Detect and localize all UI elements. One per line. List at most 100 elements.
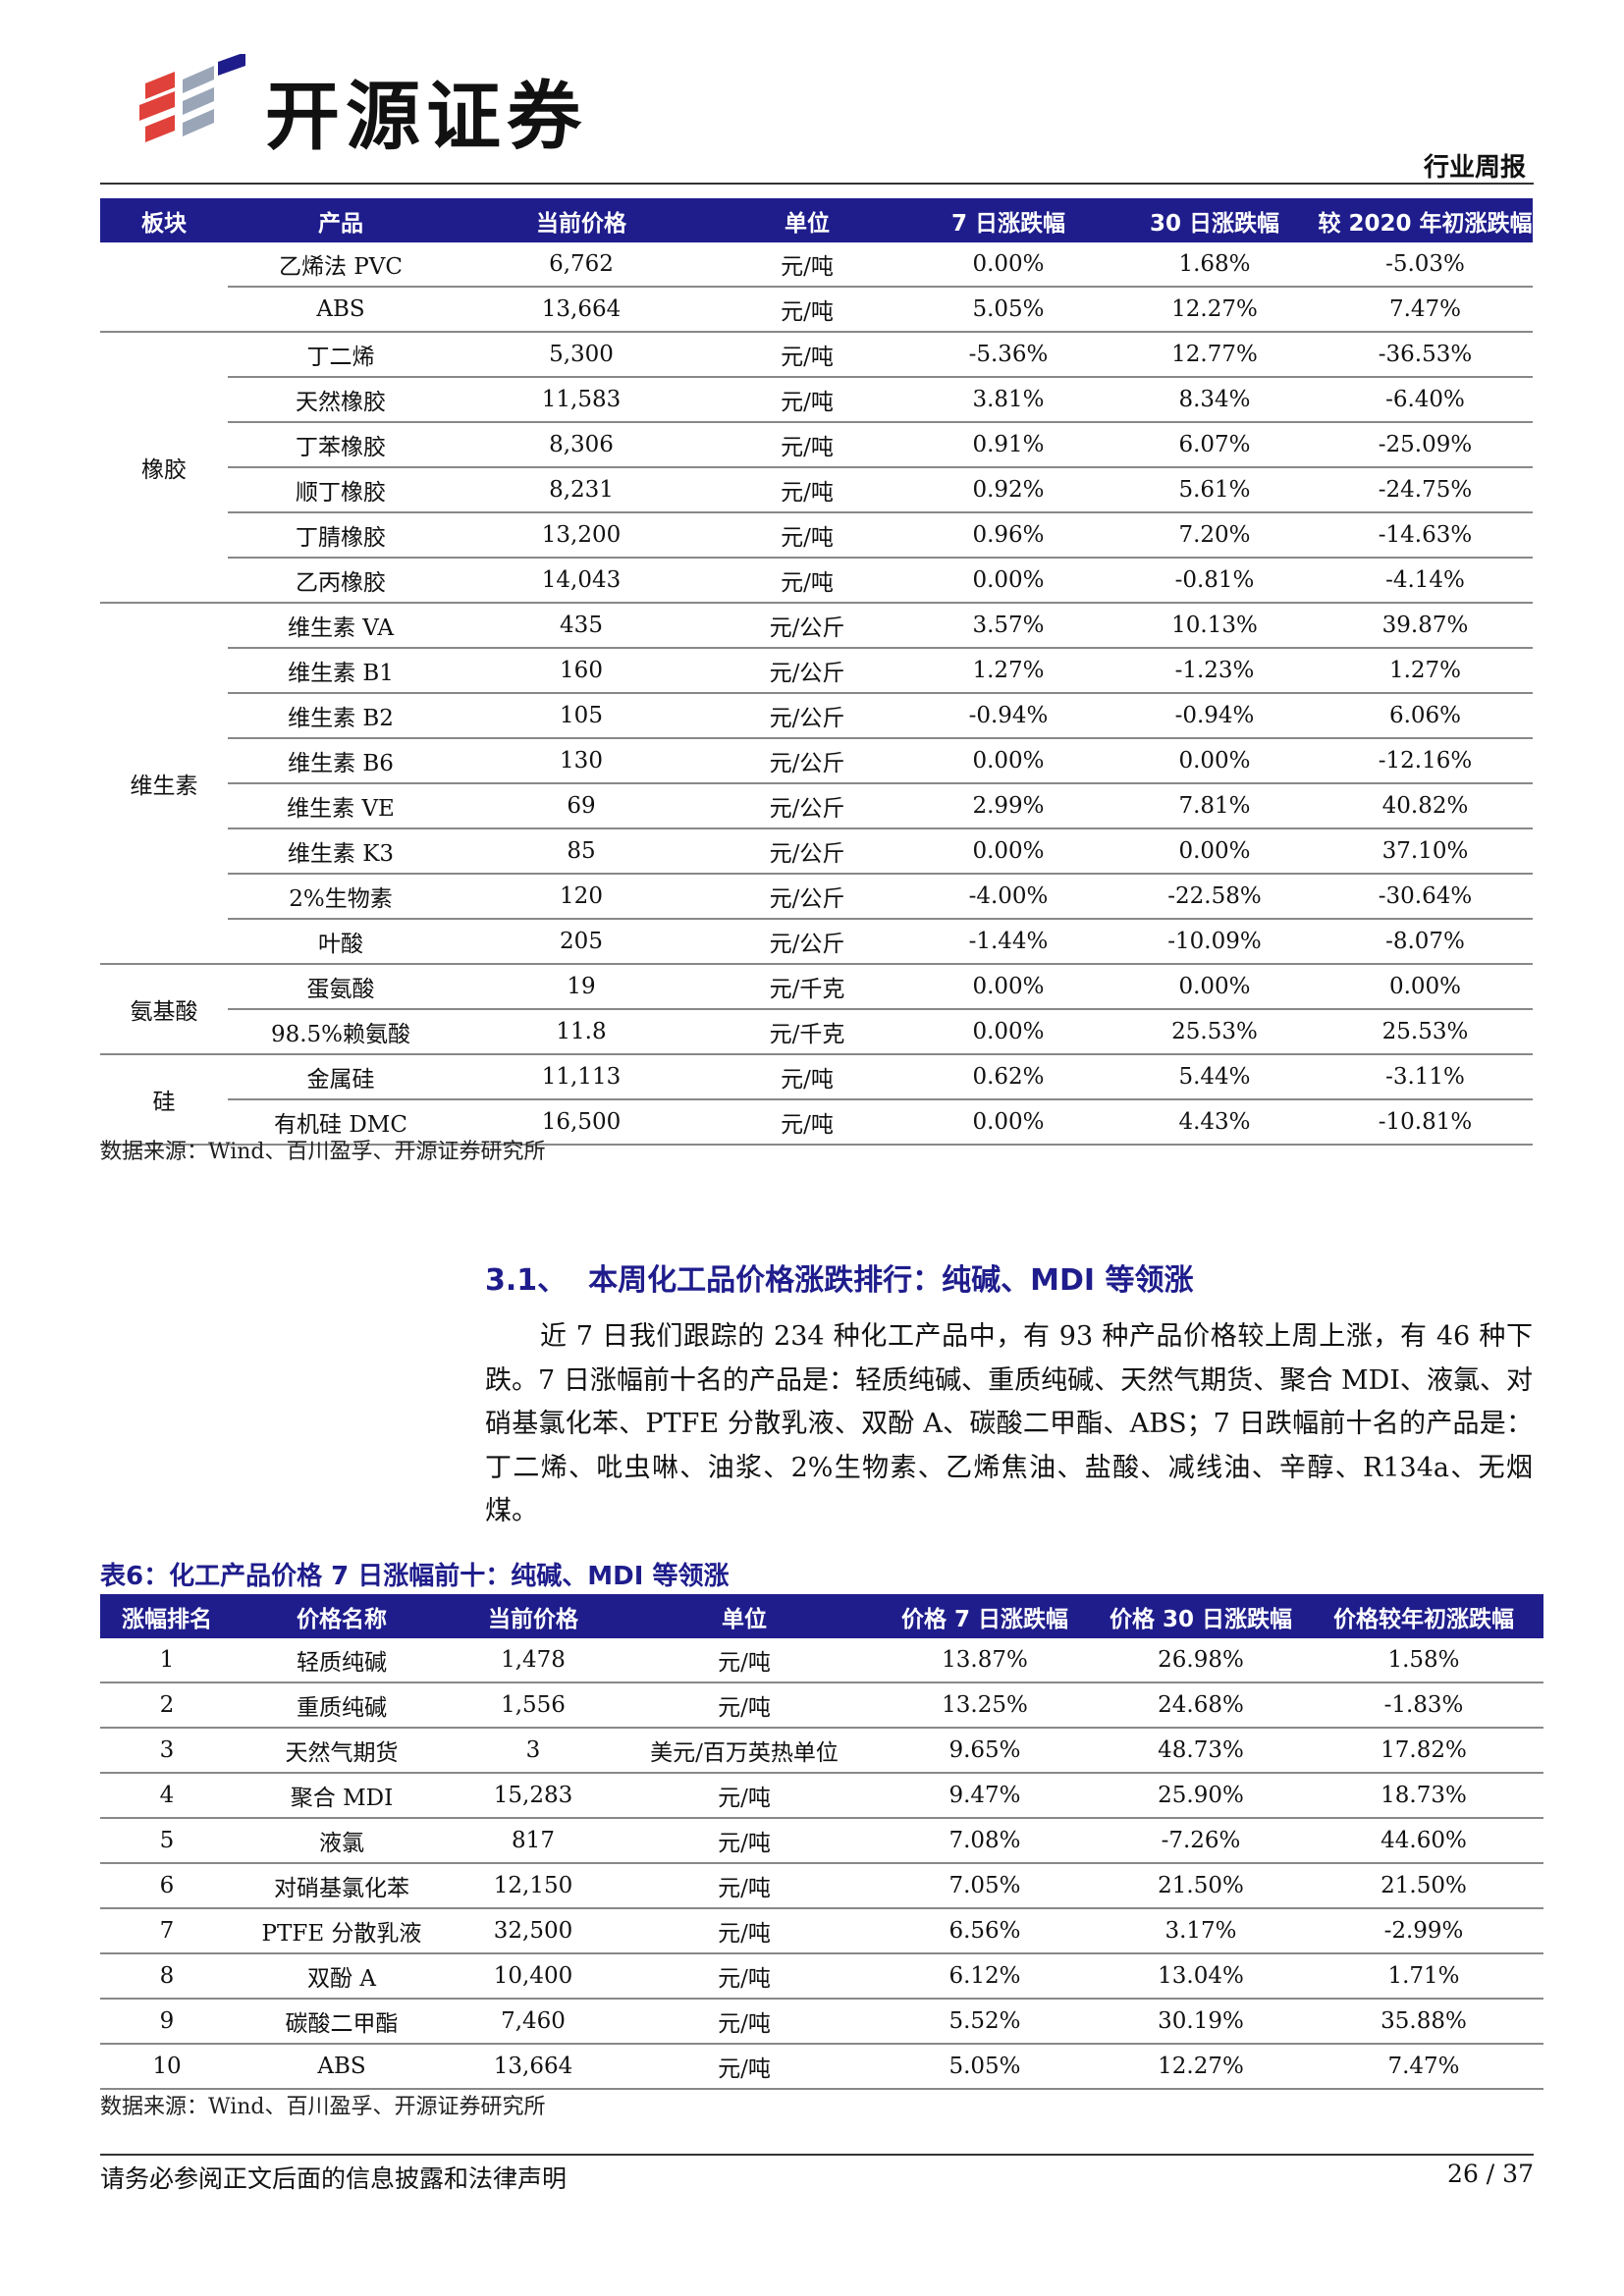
table-row: 9 碳酸二甲酯 7,460 元/吨 5.52% 30.19% 35.88% (100, 1999, 1543, 2045)
table-cell: 维生素 VA (228, 603, 454, 649)
table-cell: 元/吨 (617, 1773, 872, 1819)
table-cell: 顺丁橡胶 (228, 467, 454, 513)
col-header: 7 日涨跌幅 (905, 198, 1111, 242)
table-cell: 4.43% (1111, 1099, 1318, 1146)
table-cell: 0.00% (905, 964, 1111, 1010)
table-cell: 4 (100, 1773, 234, 1819)
table-cell: 0.00% (905, 1099, 1111, 1146)
table-cell: 元/吨 (617, 1638, 872, 1683)
table-cell: -36.53% (1318, 332, 1533, 378)
logo-mark-icon (139, 54, 245, 142)
table-cell: 8,231 (454, 467, 709, 513)
table-cell: 2 (100, 1682, 234, 1729)
table-cell: -3.11% (1318, 1054, 1533, 1100)
table-cell: 14,043 (454, 558, 709, 604)
table-cell: 26.98% (1098, 1638, 1304, 1683)
table-cell: -5.36% (905, 332, 1111, 378)
table-cell: 435 (454, 603, 709, 649)
table-cell: 碳酸二甲酯 (234, 1999, 450, 2045)
table-cell: 12.27% (1098, 2044, 1304, 2090)
category-cell: 橡胶 (100, 332, 228, 604)
table-cell: 3.81% (905, 377, 1111, 423)
table-cell: -30.64% (1318, 874, 1533, 920)
table-cell: 5.05% (872, 2044, 1098, 2090)
table-cell: 69 (454, 783, 709, 829)
table-cell: 3 (450, 1728, 617, 1774)
table-header-row: 涨幅排名 价格名称 当前价格 单位 价格 7 日涨跌幅 价格 30 日涨跌幅 价… (100, 1594, 1543, 1638)
table-cell: 12,150 (450, 1863, 617, 1909)
table-cell: 13.25% (872, 1682, 1098, 1729)
header-divider (100, 183, 1534, 185)
col-header: 价格较年初涨跌幅 (1304, 1594, 1543, 1638)
table-cell: 35.88% (1304, 1999, 1543, 2045)
table-cell: 丁苯橡胶 (228, 422, 454, 468)
col-header: 当前价格 (454, 198, 709, 242)
table-cell: 11.8 (454, 1009, 709, 1055)
table-row: 氨基酸 蛋氨酸 19 元/千克 0.00% 0.00% 0.00% (100, 964, 1533, 1055)
table-row: 1 轻质纯碱 1,478 元/吨 13.87% 26.98% 1.58% (100, 1638, 1543, 1683)
table-cell: 120 (454, 874, 709, 920)
table-cell: 元/吨 (709, 512, 905, 559)
table-row: 维生素 B1 160 元/公斤 1.27% -1.23% 1.27% (100, 648, 1533, 694)
table-cell: ABS (228, 287, 454, 333)
table-cell: 元/吨 (709, 467, 905, 513)
section-title-text: 本周化工品价格涨跌排行：纯碱、MDI 等领涨 (588, 1263, 1194, 1298)
table-cell: 维生素 K3 (228, 828, 454, 875)
table-cell: 39.87% (1318, 603, 1533, 649)
price-table: 板块 产品 当前价格 单位 7 日涨跌幅 30 日涨跌幅 较 2020 年初涨跌… (100, 198, 1533, 1146)
table-cell: 元/公斤 (709, 693, 905, 739)
table-cell: 6.12% (872, 1953, 1098, 2000)
table-row: 维生素 B6 130 元/公斤 0.00% 0.00% -12.16% (100, 738, 1533, 784)
table-cell: -0.94% (1111, 693, 1318, 739)
table-cell: 天然橡胶 (228, 377, 454, 423)
table-cell: 5.52% (872, 1999, 1098, 2045)
table-cell: 0.00% (905, 828, 1111, 875)
table-cell: 元/公斤 (709, 648, 905, 694)
table-cell: 元/吨 (617, 1953, 872, 2000)
table-cell: ABS (234, 2044, 450, 2090)
table1-source: 数据来源：Wind、百川盈孚、开源证券研究所 (100, 1140, 546, 1164)
table-cell: 0.62% (905, 1054, 1111, 1100)
col-header: 板块 (100, 198, 228, 242)
table-cell: 21.50% (1304, 1863, 1543, 1909)
table-cell: -10.81% (1318, 1099, 1533, 1146)
table-cell: 0.96% (905, 512, 1111, 559)
col-header: 较 2020 年初涨跌幅 (1318, 198, 1533, 242)
table-cell: 5.05% (905, 287, 1111, 333)
table-cell: 25.53% (1111, 1009, 1318, 1055)
brand-name: 开源证券 (265, 73, 587, 160)
table-cell: 13,664 (454, 287, 709, 333)
table-row: 乙丙橡胶 14,043 元/吨 0.00% -0.81% -4.14% (100, 558, 1533, 604)
category-cell (100, 242, 228, 333)
table-cell: 7 (100, 1908, 234, 1954)
table-cell: 13.87% (872, 1638, 1098, 1683)
table-cell: 元/公斤 (709, 603, 905, 649)
table-row: ABS 13,664 元/吨 5.05% 12.27% 7.47% (100, 287, 1533, 333)
table-cell: 6 (100, 1863, 234, 1909)
table-cell: -14.63% (1318, 512, 1533, 559)
table-cell: 11,113 (454, 1054, 709, 1100)
table-cell: 17.82% (1304, 1728, 1543, 1774)
col-header: 30 日涨跌幅 (1111, 198, 1318, 242)
table-cell: 817 (450, 1818, 617, 1864)
table-cell: 金属硅 (228, 1054, 454, 1100)
table-cell: 乙丙橡胶 (228, 558, 454, 604)
table-cell: 48.73% (1098, 1728, 1304, 1774)
table-cell: 205 (454, 919, 709, 965)
table-cell: 元/吨 (709, 332, 905, 378)
table-cell: -12.16% (1318, 738, 1533, 784)
table-cell: 元/吨 (617, 1908, 872, 1954)
table-cell: PTFE 分散乳液 (234, 1908, 450, 1954)
table-cell: 蛋氨酸 (228, 964, 454, 1010)
table-cell: 6.07% (1111, 422, 1318, 468)
table-cell: 8,306 (454, 422, 709, 468)
table-cell: 维生素 B6 (228, 738, 454, 784)
table-row: 10 ABS 13,664 元/吨 5.05% 12.27% 7.47% (100, 2044, 1543, 2090)
table-cell: 对硝基氯化苯 (234, 1863, 450, 1909)
table-cell: 11,583 (454, 377, 709, 423)
brand-logo: 开源证券 (137, 54, 648, 160)
table-cell: 98.5%赖氨酸 (228, 1009, 454, 1055)
table-cell: -0.94% (905, 693, 1111, 739)
table-cell: 轻质纯碱 (234, 1638, 450, 1683)
table-cell: 24.68% (1098, 1682, 1304, 1729)
